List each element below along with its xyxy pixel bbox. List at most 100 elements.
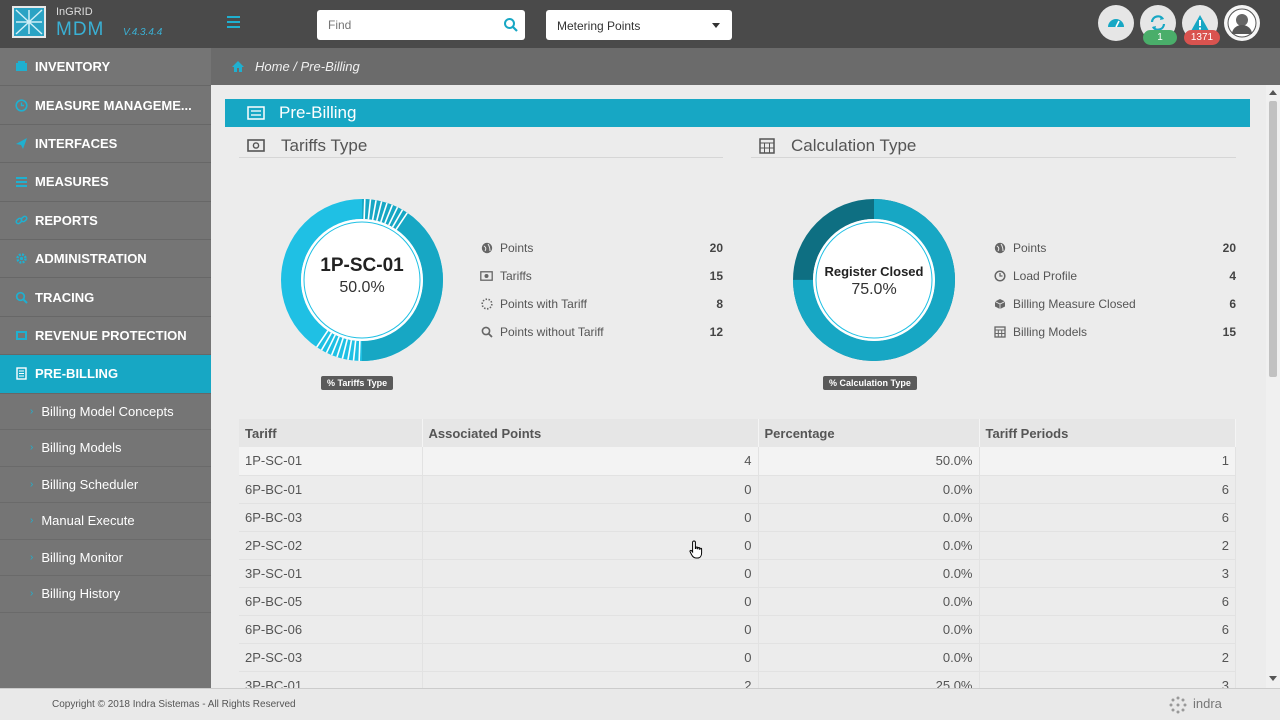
calculation-donut-center: Register Closed 75.0% [791, 264, 957, 299]
donut-slice-separator [358, 340, 361, 361]
vertical-scrollbar[interactable] [1266, 85, 1280, 688]
sidebar-subitem-billing-scheduler[interactable]: › Billing Scheduler [0, 467, 211, 504]
main-content: Pre-Billing Tariffs Type 1P-SC-01 50.0% … [211, 85, 1266, 688]
sidebar-item-pre-billing[interactable]: PRE-BILLING [0, 355, 211, 394]
cell-tariff: 3P-SC-01 [239, 559, 423, 588]
chevron-down-icon [712, 23, 720, 28]
sidebar-item-label: REVENUE PROTECTION [35, 327, 187, 343]
scroll-thumb[interactable] [1269, 101, 1277, 377]
table-row[interactable]: 6P-BC-05 0 0.0% 6 [239, 587, 1236, 616]
breadcrumb-text[interactable]: Home / Pre-Billing [255, 59, 360, 74]
top-bar: InGRID MDM V.4.3.4.4 Metering Points 1 1… [0, 0, 1280, 48]
chevron-right-icon: › [30, 515, 34, 527]
metering-points-select[interactable]: Metering Points [546, 10, 732, 40]
cell-tariff-periods: 2 [979, 531, 1236, 560]
user-avatar[interactable] [1224, 5, 1260, 41]
sidebar-subitem-billing-monitor[interactable]: › Billing Monitor [0, 540, 211, 577]
calculation-donut[interactable] [791, 197, 957, 363]
scroll-up-icon[interactable] [1269, 90, 1277, 95]
legend-label: Points with Tariff [500, 297, 587, 311]
legend-value: 6 [1229, 297, 1236, 311]
sidebar-subitem-label: Billing Models [41, 440, 122, 456]
sidebar-subitem-manual-execute[interactable]: › Manual Execute [0, 503, 211, 540]
cell-associated-points: 0 [422, 559, 759, 588]
search-input[interactable] [317, 10, 497, 40]
sidebar-subitem-billing-history[interactable]: › Billing History [0, 576, 211, 613]
legend-row-points-with-tariff: Points with Tariff 8 [480, 290, 723, 318]
sidebar-item-measure-management[interactable]: MEASURE MANAGEME... [0, 86, 211, 125]
cell-tariff-periods: 1 [979, 447, 1236, 476]
sidebar-item-administration[interactable]: ADMINISTRATION [0, 240, 211, 279]
calculator-icon [993, 326, 1006, 339]
search-icon [480, 326, 493, 339]
money-icon [480, 270, 493, 283]
sidebar-item-tracing[interactable]: TRACING [0, 278, 211, 317]
tariffs-donut-small-slices [316, 199, 408, 361]
table-row[interactable]: 6P-BC-01 0 0.0% 6 [239, 475, 1236, 504]
clock-icon [993, 270, 1006, 283]
column-header-percentage[interactable]: Percentage [758, 419, 980, 447]
sidebar-item-reports[interactable]: REPORTS [0, 202, 211, 240]
chevron-right-icon: › [30, 405, 34, 417]
cell-associated-points: 2 [422, 671, 759, 688]
legend-value: 20 [1222, 241, 1236, 255]
legend-label: Billing Models [1013, 325, 1088, 339]
logo-icon[interactable] [12, 6, 46, 38]
list-icon [14, 175, 28, 189]
tariffs-legend: Points 20 Tariffs 15 Points with Tariff … [480, 234, 723, 346]
sidebar-item-revenue-protection[interactable]: REVENUE PROTECTION [0, 317, 211, 356]
search-icon[interactable] [503, 17, 519, 38]
sidebar-subitem-billing-models[interactable]: › Billing Models [0, 430, 211, 467]
table-row[interactable]: 6P-BC-03 0 0.0% 6 [239, 503, 1236, 532]
legend-row-load-profile: Load Profile 4 [993, 262, 1236, 290]
cell-percentage: 0.0% [758, 531, 980, 560]
scroll-down-icon[interactable] [1269, 676, 1277, 681]
cell-tariff: 2P-SC-03 [239, 643, 423, 672]
calculation-title: Calculation Type [791, 135, 917, 155]
calculation-donut-slice[interactable] [793, 199, 955, 361]
sidebar-item-inventory[interactable]: INVENTORY [0, 48, 211, 87]
sidebar-subitem-label: Billing Scheduler [41, 476, 139, 492]
legend-label: Billing Measure Closed [1013, 297, 1136, 311]
legend-row-points: Points 20 [993, 234, 1236, 262]
column-header-associated-points[interactable]: Associated Points [422, 419, 759, 447]
cell-tariff-periods: 3 [979, 671, 1236, 688]
tariffs-donut-slice[interactable] [281, 199, 443, 361]
dashboard-button[interactable] [1098, 5, 1134, 41]
cell-tariff-periods: 6 [979, 503, 1236, 532]
legend-value: 20 [709, 241, 723, 255]
hamburger-menu-icon[interactable] [224, 12, 244, 32]
hand-cursor-icon [689, 540, 703, 559]
sidebar-subitem-billing-model-concepts[interactable]: › Billing Model Concepts [0, 394, 211, 431]
table-row[interactable]: 6P-BC-06 0 0.0% 6 [239, 615, 1236, 644]
sidebar-item-label: ADMINISTRATION [35, 251, 147, 267]
table-row[interactable]: 2P-SC-03 0 0.0% 2 [239, 643, 1236, 672]
donut-slice-separator [336, 337, 344, 358]
calculation-donut-label: Register Closed [824, 264, 924, 279]
cell-tariff: 6P-BC-05 [239, 587, 423, 616]
sidebar-item-label: INTERFACES [35, 135, 118, 151]
table-row[interactable]: 1P-SC-01 4 50.0% 1 [239, 447, 1236, 476]
sidebar: INVENTORY MEASURE MANAGEME... INTERFACES… [0, 48, 211, 688]
donut-slice-separator [391, 209, 404, 228]
tariffs-donut[interactable] [279, 197, 445, 363]
tariffs-chip: % Tariffs Type [321, 376, 394, 390]
tariffs-donut-value: 50.0% [339, 279, 385, 296]
table-row[interactable]: 2P-SC-02 0 0.0% 2 [239, 531, 1236, 560]
cell-tariff: 6P-BC-03 [239, 503, 423, 532]
alerts-badge: 1371 [1184, 30, 1220, 45]
tariffs-donut-center: 1P-SC-01 50.0% [279, 255, 445, 297]
sidebar-item-measures[interactable]: MEASURES [0, 163, 211, 202]
donut-slice-separator [384, 204, 394, 224]
donut-slice-separator [380, 202, 388, 223]
tariffs-title: Tariffs Type [281, 135, 368, 155]
column-header-tariff-periods[interactable]: Tariff Periods [979, 419, 1236, 447]
column-header-tariff[interactable]: Tariff [239, 419, 423, 447]
sidebar-item-interfaces[interactable]: INTERFACES [0, 125, 211, 164]
table-row[interactable]: 3P-BC-01 2 25.0% 3 [239, 671, 1236, 688]
cell-associated-points: 0 [422, 587, 759, 616]
home-icon[interactable] [231, 60, 245, 73]
table-row[interactable]: 3P-SC-01 0 0.0% 3 [239, 559, 1236, 588]
table-header-row: Tariff Associated Points Percentage Tari… [239, 419, 1236, 447]
tariffs-donut-label: 1P-SC-01 [320, 255, 404, 276]
